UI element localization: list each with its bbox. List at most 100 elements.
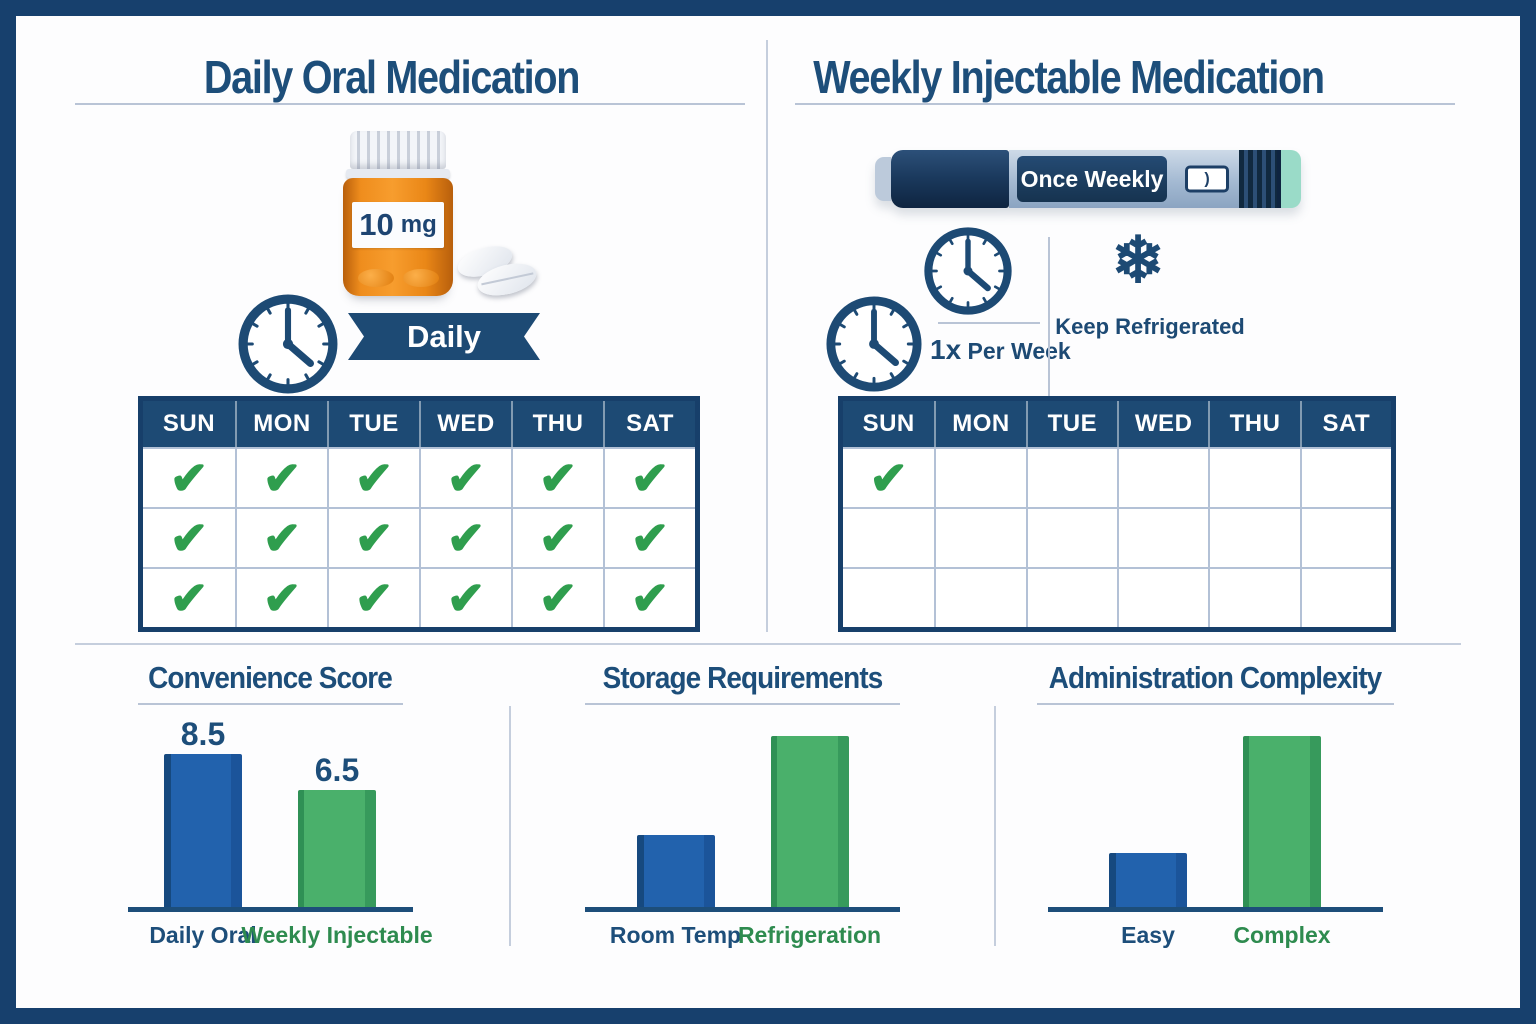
calendar-cell-empty [1208, 569, 1299, 627]
calendar-cell-checked: ✔ [511, 449, 603, 507]
chart-divider-2 [994, 706, 996, 946]
calendar-row [843, 507, 1391, 567]
check-icon: ✔ [354, 572, 394, 624]
chart-divider-1 [509, 706, 511, 946]
chart-category-labels: Daily Oral Weekly Injectable [128, 922, 433, 949]
calendar-cell-checked: ✔ [327, 569, 419, 627]
pen-label: Once Weekly [1020, 165, 1164, 192]
calendar-day-header: MON [934, 401, 1025, 447]
frequency-label: 1x Per Week [930, 334, 1071, 366]
dose-value: 10 [359, 207, 394, 242]
check-icon: ✔ [538, 512, 578, 564]
chart-title-underline [585, 703, 900, 705]
title-underline [75, 103, 745, 105]
bar-easy [1109, 853, 1187, 907]
daily-calendar: SUN MON TUE WED THU SAT ✔ ✔ ✔ ✔ ✔ ✔ ✔ ✔ ✔ ✔ ✔ ✔ ✔ ✔ ✔ ✔ ✔ ✔ [138, 396, 700, 632]
calendar-cell-checked: ✔ [419, 509, 511, 567]
calendar-cell-checked: ✔ [603, 509, 695, 567]
calendar-day-header: MON [235, 401, 327, 447]
chart-plot-area [1047, 717, 1383, 912]
check-icon: ✔ [446, 452, 486, 504]
chart-title-underline [137, 703, 403, 705]
calendar-cell-checked: ✔ [143, 509, 235, 567]
bar-group: 8.5 [164, 718, 242, 907]
frequency-divider-line [938, 322, 1040, 324]
check-icon: ✔ [538, 452, 578, 504]
daily-badge-label: Daily [406, 318, 482, 354]
calendar-header-row: SUN MON TUE WED THU SAT [143, 401, 695, 447]
chart-title: Administration Complexity [1048, 660, 1382, 695]
check-icon: ✔ [169, 572, 209, 624]
calendar-day-header: SAT [1299, 401, 1391, 447]
calendar-row [843, 567, 1391, 627]
calendar-cell-checked: ✔ [603, 449, 695, 507]
calendar-cell-empty [843, 569, 934, 627]
daily-oral-title: Daily Oral Medication [203, 51, 581, 103]
check-icon: ✔ [169, 512, 209, 564]
pill-inside-icon [403, 269, 439, 287]
administration-complexity-chart: Administration Complexity Easy Complex [1025, 660, 1405, 949]
pen-left-tip [875, 157, 891, 201]
category-label: Weekly Injectable [241, 922, 433, 948]
calendar-cell-checked: ✔ [327, 509, 419, 567]
check-icon: ✔ [354, 452, 394, 504]
storage-divider-line [1048, 237, 1050, 399]
check-icon: ✔ [446, 572, 486, 624]
check-icon: ✔ [630, 452, 670, 504]
calendar-cell-empty [1025, 449, 1117, 507]
pen-label-plate: Once Weekly [1017, 156, 1167, 202]
chart-plot-area [585, 717, 900, 912]
bar-refrigeration [770, 736, 849, 907]
chart-category-labels: Room Temp Refrigeration [585, 922, 900, 949]
calendar-day-header: THU [511, 401, 603, 447]
pen-mint-tip [1277, 150, 1301, 208]
calendar-cell-checked: ✔ [143, 569, 235, 627]
weekly-injectable-title: Weekly Injectable Medication [813, 51, 1325, 103]
calendar-cell-checked: ✔ [235, 449, 327, 507]
check-icon: ✔ [262, 512, 302, 564]
calendar-day-header: TUE [327, 401, 419, 447]
calendar-day-header: SAT [603, 401, 695, 447]
snowflake-icon: ❄ [1111, 224, 1165, 296]
section-divider-horizontal [75, 643, 1461, 645]
panel-divider-vertical [766, 40, 768, 632]
bar-complex [1243, 736, 1321, 907]
injection-pen-illustration: Once Weekly ) [875, 150, 1301, 208]
check-icon: ✔ [169, 452, 209, 504]
bottle-body: 10 mg [343, 178, 453, 296]
calendar-row: ✔ ✔ ✔ ✔ ✔ ✔ [143, 567, 695, 627]
calendar-cell-checked: ✔ [419, 449, 511, 507]
calendar-day-header: WED [419, 401, 511, 447]
calendar-header-row: SUN MON TUE WED THU SAT [843, 401, 1391, 447]
bar-group [1109, 853, 1187, 907]
calendar-day-header: SUN [862, 410, 915, 437]
category-label: Refrigeration [737, 922, 882, 948]
calendar-row: ✔ ✔ ✔ ✔ ✔ ✔ [143, 447, 695, 507]
bar-weekly-injectable [298, 790, 376, 907]
chart-title: Convenience Score [148, 660, 393, 695]
calendar-day-header: THU [1208, 401, 1299, 447]
calendar-cell-empty [934, 449, 1025, 507]
convenience-score-chart: Convenience Score 8.5 6.5 Daily Oral Weekly … [100, 660, 440, 949]
chart-category-labels: Easy Complex [1048, 922, 1383, 949]
daily-oral-panel: Daily Oral Medication 10 mg Daily SUN MON… [16, 16, 767, 644]
calendar-cell-empty [1208, 509, 1299, 567]
calendar-cell-empty [1025, 569, 1117, 627]
bar-group [770, 736, 849, 907]
calendar-cell-checked: ✔ [511, 509, 603, 567]
weekly-injectable-panel: Weekly Injectable Medication Once Weekly… [767, 16, 1520, 644]
calendar-cell-checked: ✔ [235, 509, 327, 567]
bottle-dose-label: 10 mg [352, 202, 444, 248]
calendar-cell-empty [1025, 509, 1117, 567]
chart-title: Storage Requirements [602, 660, 884, 695]
clock-icon [237, 293, 339, 395]
calendar-row: ✔ ✔ ✔ ✔ ✔ ✔ [143, 507, 695, 567]
pill-bottle-illustration: 10 mg [343, 131, 453, 303]
calendar-cell-empty [1208, 449, 1299, 507]
calendar-row: ✔ [843, 447, 1391, 507]
check-icon: ✔ [869, 452, 908, 504]
category-label: Complex [1233, 922, 1331, 948]
bar-value-label: 8.5 [180, 716, 226, 752]
calendar-cell-checked: ✔ [235, 569, 327, 627]
